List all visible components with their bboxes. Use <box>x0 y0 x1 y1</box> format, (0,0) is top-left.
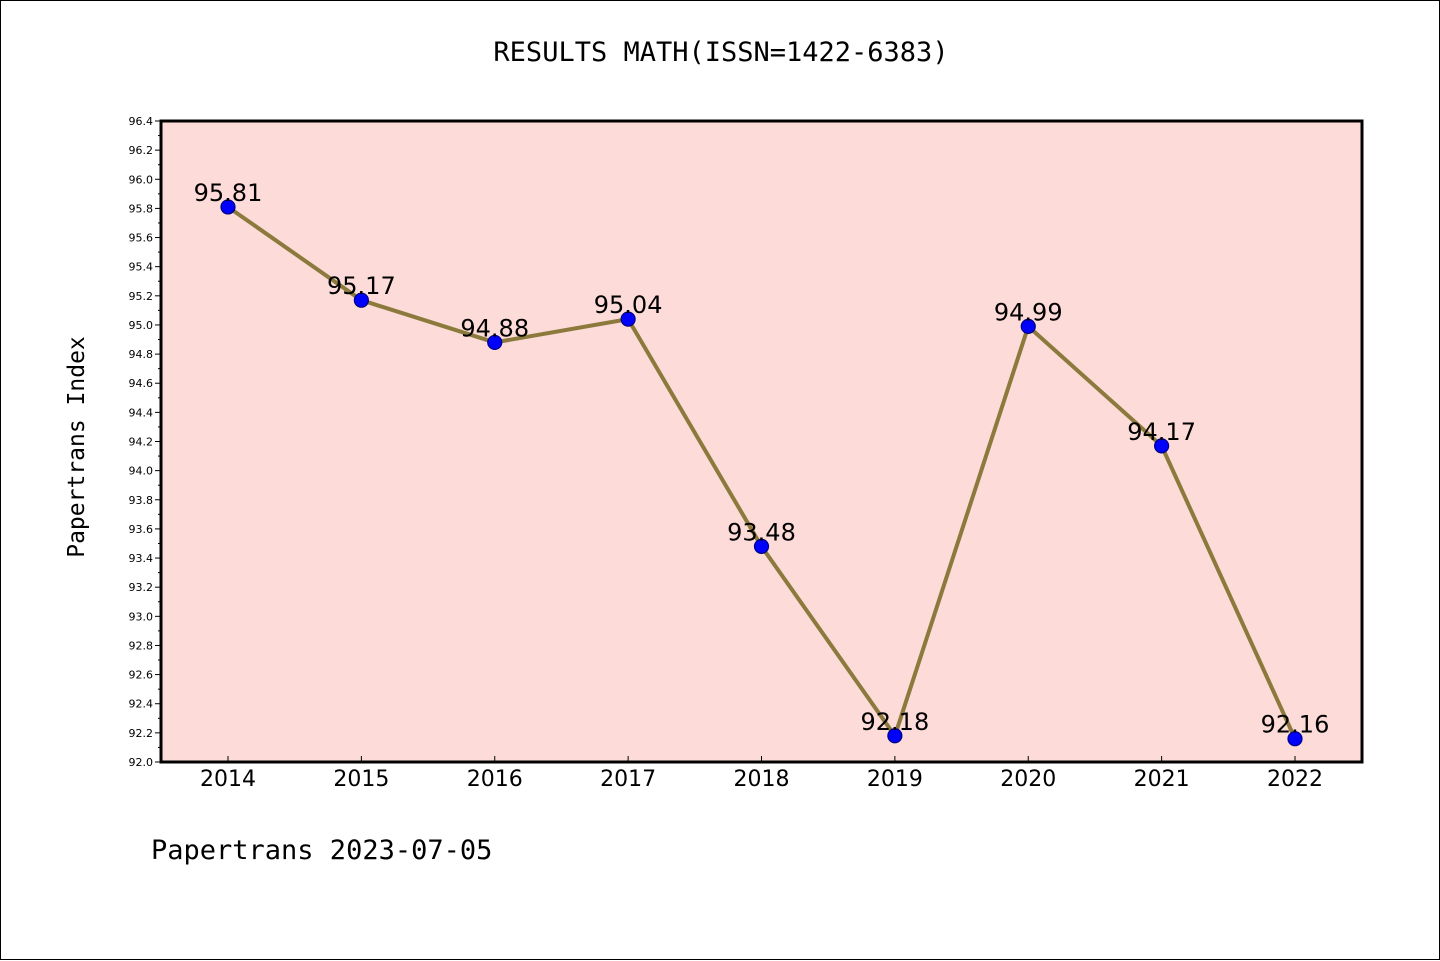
y-tick-label: 95.8 <box>129 202 154 215</box>
y-tick-label: 93.0 <box>129 610 154 623</box>
data-point <box>487 334 503 351</box>
y-tick-label: 95.4 <box>129 261 154 274</box>
y-tick-label: 93.4 <box>129 552 154 565</box>
y-tick-label: 94.2 <box>129 436 154 449</box>
y-tick-label: 92.0 <box>129 756 154 769</box>
y-tick-label: 95.0 <box>129 319 154 332</box>
data-label: 95.17 <box>327 272 396 300</box>
x-tick-label: 2019 <box>867 767 923 792</box>
data-label: 94.88 <box>460 314 529 342</box>
chart-title: RESULTS MATH(ISSN=1422-6383) <box>493 37 949 68</box>
x-tick-label: 2014 <box>200 767 256 792</box>
y-tick-label: 94.6 <box>129 377 154 390</box>
x-tick-label: 2018 <box>734 767 790 792</box>
x-tick-label: 2017 <box>600 767 656 792</box>
y-tick-label: 93.8 <box>129 494 154 507</box>
y-tick-label: 92.6 <box>129 669 154 682</box>
data-point <box>887 728 903 744</box>
x-tick-label: 2021 <box>1134 767 1190 792</box>
y-tick-label: 92.2 <box>129 727 154 740</box>
y-tick-label: 96.4 <box>129 115 154 128</box>
data-point <box>1154 438 1170 454</box>
footer-note: Papertrans 2023-07-05 <box>151 835 493 866</box>
data-point <box>1020 318 1036 335</box>
x-tick-label: 2016 <box>467 767 523 792</box>
y-tick-label: 96.0 <box>129 173 154 186</box>
data-label: 93.48 <box>727 518 796 546</box>
data-label: 92.16 <box>1261 711 1330 739</box>
y-tick-label: 95.6 <box>129 232 154 245</box>
data-label: 92.18 <box>861 708 930 736</box>
y-tick-label: 95.2 <box>129 290 154 303</box>
data-point <box>220 199 236 215</box>
y-tick-label: 96.2 <box>129 144 154 157</box>
data-label: 95.04 <box>594 291 663 319</box>
y-tick-label: 94.0 <box>129 465 154 478</box>
x-tick-label: 2022 <box>1267 767 1323 792</box>
data-point <box>353 292 369 308</box>
data-point <box>620 311 636 327</box>
data-label: 94.99 <box>994 298 1063 326</box>
data-label: 95.81 <box>194 179 263 207</box>
y-tick-label: 94.4 <box>129 406 154 419</box>
plot-frame <box>159 119 1364 764</box>
data-label: 94.17 <box>1127 418 1196 446</box>
x-tick-label: 2015 <box>333 767 389 792</box>
y-tick-label: 92.8 <box>129 639 154 652</box>
data-point <box>1287 731 1303 747</box>
y-tick-label: 92.4 <box>129 698 154 711</box>
y-tick-label: 93.6 <box>129 523 154 536</box>
x-tick-label: 2020 <box>1000 767 1056 792</box>
y-tick-label: 94.8 <box>129 348 154 361</box>
data-point <box>753 538 770 554</box>
y-tick-label: 93.2 <box>129 581 154 594</box>
